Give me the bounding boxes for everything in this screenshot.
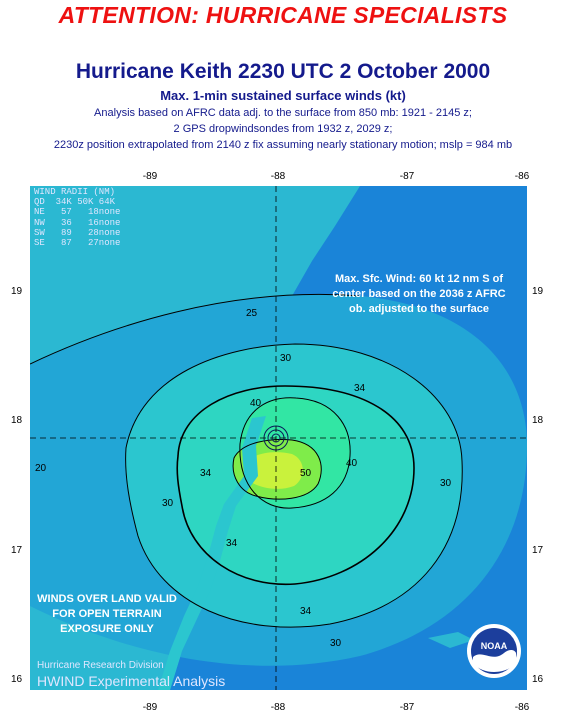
hrd-credit: Hurricane Research Division bbox=[37, 660, 164, 671]
lon-label-bottom: -88 bbox=[270, 702, 286, 713]
max-wind-annotation: Max. Sfc. Wind: 60 kt 12 nm S of center … bbox=[312, 272, 526, 317]
wind-analysis-map: 25 30 34 40 50 30 34 30 34 20 30 34 40 bbox=[30, 186, 527, 690]
wind-contours bbox=[30, 293, 463, 628]
contour-label: 40 bbox=[346, 458, 358, 469]
lat-label-right: 17 bbox=[532, 545, 544, 556]
attention-banner: ATTENTION: HURRICANE SPECIALISTS bbox=[58, 2, 508, 28]
svg-text:NOAA: NOAA bbox=[481, 641, 508, 651]
analysis-note-3: 2230z position extrapolated from 2140 z … bbox=[53, 139, 513, 151]
lon-label-bottom: -87 bbox=[399, 702, 415, 713]
contour-value-labels: 25 30 34 40 50 30 34 30 34 20 30 34 40 bbox=[35, 308, 452, 649]
lon-label-bottom: -86 bbox=[514, 702, 530, 713]
lat-label-left: 16 bbox=[11, 674, 23, 685]
land-validity-line: FOR OPEN TERRAIN bbox=[52, 608, 162, 620]
contour-label: 30 bbox=[330, 638, 342, 649]
contour-30kt bbox=[125, 343, 463, 628]
lat-label-left: 17 bbox=[11, 545, 23, 556]
contour-label: 34 bbox=[200, 468, 212, 479]
contour-label: 30 bbox=[280, 353, 292, 364]
wind-radii-row: SW 89 28none bbox=[34, 227, 121, 238]
contour-label: 40 bbox=[250, 398, 262, 409]
lat-label-right: 16 bbox=[532, 674, 544, 685]
max-wind-line: center based on the 2036 z AFRC bbox=[332, 288, 506, 300]
analysis-note-2: 2 GPS dropwindsondes from 1932 z, 2029 z… bbox=[173, 123, 393, 135]
lat-label-left: 18 bbox=[11, 415, 23, 426]
contour-label: 34 bbox=[226, 538, 238, 549]
contour-40kt bbox=[239, 397, 351, 509]
wind-radii-row: NW 36 16none bbox=[34, 217, 121, 228]
hwind-credit: HWIND Experimental Analysis bbox=[37, 673, 226, 689]
contour-50kt bbox=[232, 439, 322, 500]
contour-label: 34 bbox=[354, 383, 366, 394]
contour-label: 30 bbox=[440, 478, 452, 489]
lat-label-right: 18 bbox=[532, 415, 544, 426]
wind-radii-table: WIND RADII (NM) QD 34K 50K 64K NE 57 18n… bbox=[34, 187, 120, 248]
contour-34kt bbox=[176, 385, 415, 586]
lat-label-left: 19 bbox=[11, 286, 23, 297]
wind-radii-row: NE 57 18none bbox=[34, 207, 121, 218]
contour-label: 34 bbox=[300, 606, 312, 617]
land-validity-line: EXPOSURE ONLY bbox=[60, 623, 154, 635]
wind-radii-title: WIND RADII (NM) bbox=[34, 187, 116, 197]
page-title: Hurricane Keith 2230 UTC 2 October 2000 bbox=[75, 60, 491, 83]
noaa-logo: NOAA bbox=[467, 624, 521, 678]
max-wind-line: Max. Sfc. Wind: 60 kt 12 nm S of bbox=[335, 273, 503, 285]
wind-radii-row: SE 87 27none bbox=[34, 238, 121, 249]
contour-label: 20 bbox=[35, 463, 47, 474]
contour-label: 25 bbox=[246, 308, 258, 319]
wind-radii-header: QD 34K 50K 64K bbox=[34, 197, 116, 208]
lon-label-bottom: -89 bbox=[142, 702, 158, 713]
contour-20kt bbox=[30, 293, 361, 365]
analysis-note-1: Analysis based on AFRC data adj. to the … bbox=[94, 107, 472, 119]
land-validity-line: WINDS OVER LAND VALID bbox=[37, 593, 177, 605]
land-validity-note: WINDS OVER LAND VALID FOR OPEN TERRAIN E… bbox=[22, 592, 192, 637]
lon-label-top: -88 bbox=[270, 171, 286, 182]
wind-band-55kt bbox=[243, 452, 303, 489]
lon-label-top: -86 bbox=[514, 171, 530, 182]
lon-label-top: -87 bbox=[399, 171, 415, 182]
max-wind-line: ob. adjusted to the surface bbox=[349, 303, 489, 315]
contour-label: 30 bbox=[162, 498, 174, 509]
contour-label: 50 bbox=[300, 468, 312, 479]
lon-label-top: -89 bbox=[142, 171, 158, 182]
lat-label-right: 19 bbox=[532, 286, 544, 297]
page-subtitle: Max. 1-min sustained surface winds (kt) bbox=[160, 88, 406, 103]
